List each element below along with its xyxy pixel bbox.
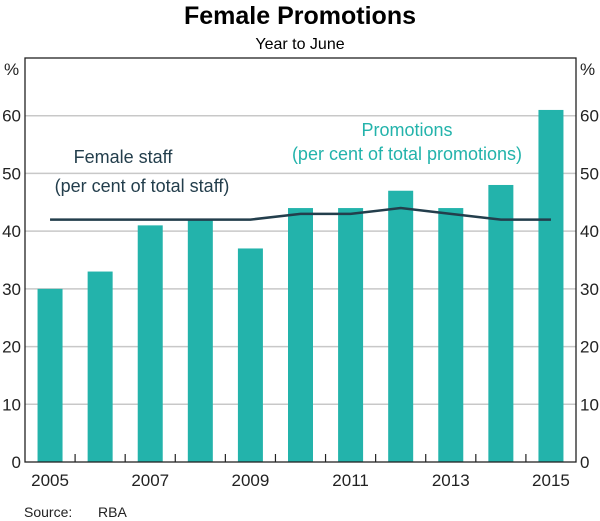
y-tick-label-left: 30 <box>2 280 21 299</box>
bar-2010 <box>288 208 313 462</box>
y-tick-label-right: 0 <box>580 453 589 472</box>
x-tick-label: 2007 <box>131 471 169 490</box>
y-tick-label-right: 30 <box>580 280 599 299</box>
x-tick-label: 2013 <box>432 471 470 490</box>
y-tick-label-right: 40 <box>580 222 599 241</box>
bar-2009 <box>237 248 263 462</box>
female-staff-label: Female staff <box>74 147 174 167</box>
x-tick-label: 2009 <box>231 471 269 490</box>
y-tick-label-left: 50 <box>2 164 21 183</box>
female-staff-sublabel: (per cent of total staff) <box>55 176 230 196</box>
bar-2012 <box>388 190 414 462</box>
promotions-label: Promotions <box>361 120 452 140</box>
y-tick-label-right: 50 <box>580 164 599 183</box>
promotions-sublabel: (per cent of total promotions) <box>292 144 522 164</box>
y-unit-left: % <box>4 60 19 79</box>
female-staff-line <box>50 206 551 221</box>
chart-subtitle: Year to June <box>255 36 344 53</box>
bar-2015 <box>538 109 564 462</box>
y-tick-label-left: 40 <box>2 222 21 241</box>
y-unit-right: % <box>580 60 595 79</box>
y-tick-label-right: 10 <box>580 395 599 414</box>
source-label: Source: <box>24 504 72 520</box>
bar-2005 <box>37 288 63 462</box>
y-tick-label-left: 0 <box>12 453 21 472</box>
bar-2011 <box>338 208 364 462</box>
y-tick-label-left: 20 <box>2 338 21 357</box>
chart-title: Female Promotions <box>184 2 416 30</box>
y-tick-label-left: 60 <box>2 107 21 126</box>
x-tick-label: 2011 <box>332 471 369 490</box>
plot-frame <box>24 57 577 463</box>
bar-2014 <box>488 184 514 462</box>
x-tick-label: 2015 <box>532 471 570 490</box>
y-tick-label-right: 20 <box>580 338 599 357</box>
bar-2006 <box>87 271 113 462</box>
source-value: RBA <box>98 504 127 520</box>
bar-2008 <box>187 219 213 462</box>
bar-2013 <box>438 208 464 462</box>
y-tick-label-left: 10 <box>2 395 21 414</box>
y-tick-label-right: 60 <box>580 107 599 126</box>
x-tick-label: 2005 <box>31 471 69 490</box>
bar-2007 <box>137 225 163 462</box>
